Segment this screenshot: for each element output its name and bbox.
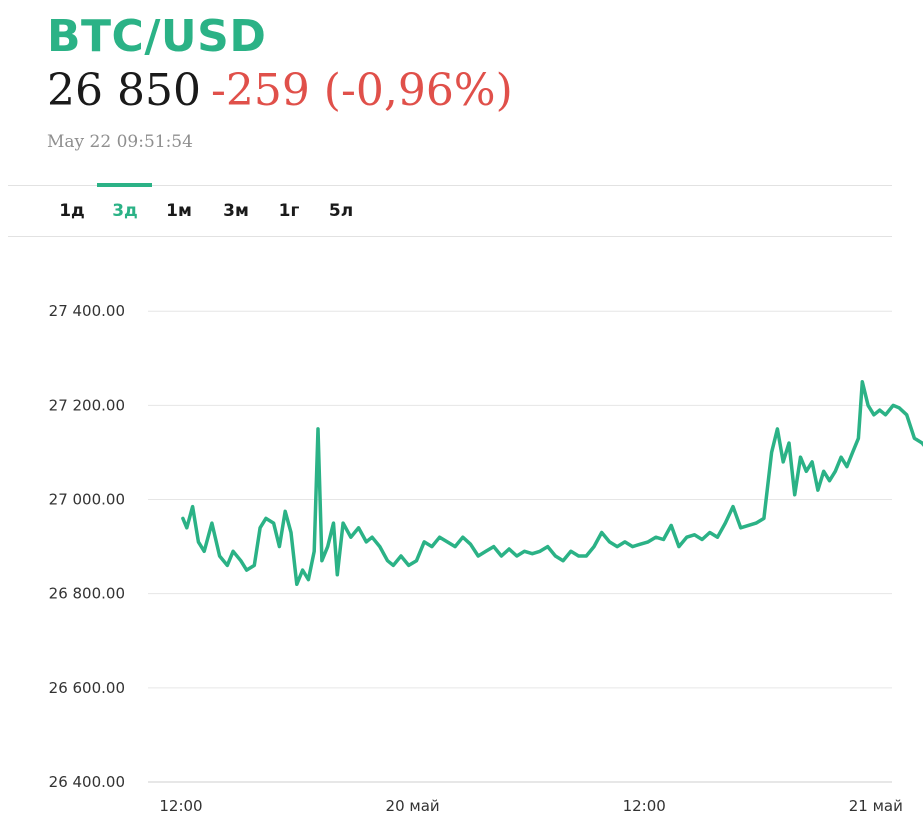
x-tick-label: 21 май — [849, 797, 903, 815]
tabs-top-divider — [8, 185, 892, 186]
tab-5y[interactable]: 5л — [328, 201, 354, 221]
y-tick-label: 27 400.00 — [49, 302, 125, 320]
tab-1d[interactable]: 1д — [59, 201, 85, 221]
x-tick-label: 20 май — [386, 797, 440, 815]
chart-grid — [148, 310, 892, 783]
tab-1y[interactable]: 1г — [278, 201, 300, 221]
tab-3m[interactable]: 3м — [223, 201, 249, 221]
price-row: 26 850 -259 (-0,96%) — [47, 62, 513, 120]
price-series-line — [181, 380, 923, 587]
y-tick-label: 27 200.00 — [49, 396, 125, 414]
tab-3d[interactable]: 3д — [112, 201, 138, 221]
chart-series — [181, 380, 923, 587]
price-change: -259 (-0,96%) — [210, 65, 513, 116]
y-tick-label: 26 400.00 — [49, 773, 125, 791]
quote-timestamp: May 22 09:51:54 — [47, 132, 193, 152]
tab-1m[interactable]: 1м — [166, 201, 192, 221]
y-tick-label: 27 000.00 — [49, 491, 125, 509]
y-axis-ticks: 27 400.00 27 200.00 27 000.00 26 800.00 26 6… — [49, 302, 125, 791]
y-tick-label: 26 600.00 — [49, 679, 125, 697]
active-tab-indicator — [97, 183, 152, 187]
current-price: 26 850 — [47, 65, 201, 116]
x-tick-label: 12:00 — [623, 797, 666, 815]
y-tick-label: 26 800.00 — [49, 585, 125, 603]
ticker-symbol: BTC/USD — [47, 11, 267, 62]
tabs-bottom-divider — [8, 236, 892, 237]
x-tick-label: 12:00 — [159, 797, 202, 815]
